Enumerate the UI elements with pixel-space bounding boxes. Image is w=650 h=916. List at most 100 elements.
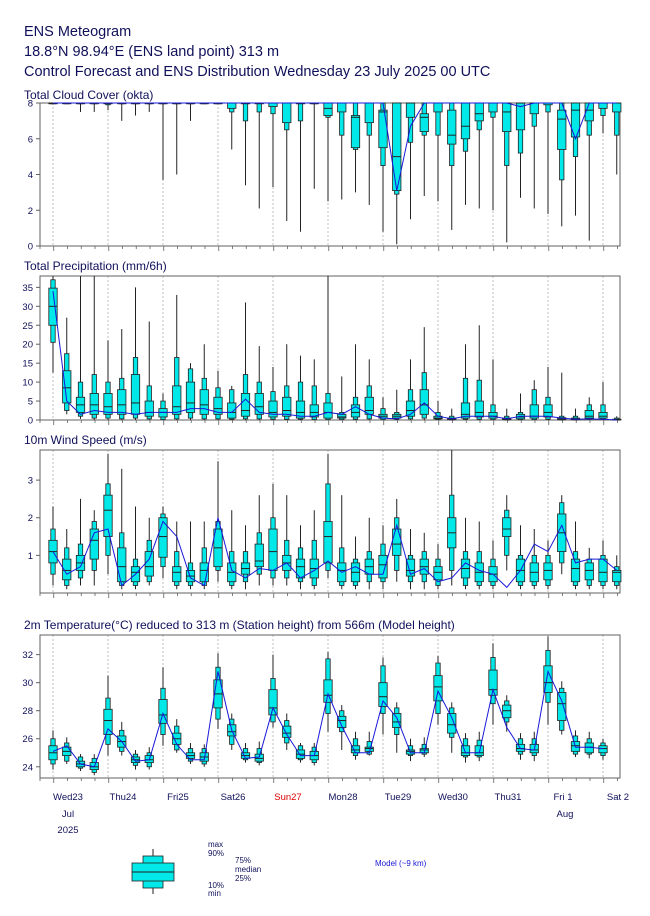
ens-box — [598, 738, 608, 760]
p25-p75-box — [488, 102, 498, 113]
ens-box — [543, 540, 553, 590]
panel-title: 2m Temperature(°C) reduced to 313 m (Sta… — [24, 618, 455, 632]
p25-p75-box — [502, 517, 512, 537]
y-tick-label: 0 — [28, 242, 33, 253]
y-tick-label: 2 — [28, 513, 33, 524]
p25-p75-box — [584, 562, 594, 581]
ens-box — [323, 651, 333, 732]
ens-box — [172, 102, 182, 175]
p25-p75-box — [103, 708, 113, 735]
p25-p75-box — [103, 393, 113, 415]
ens-box — [172, 521, 182, 590]
ens-box — [515, 525, 526, 590]
p25-p75-box — [447, 109, 457, 145]
ens-box — [612, 555, 622, 590]
legend-model-label: Model (~9 km) — [375, 859, 427, 868]
ens-box — [75, 102, 86, 112]
p25-p75-box — [598, 102, 608, 109]
p25-p75-box — [433, 675, 443, 702]
ens-box — [62, 529, 72, 590]
ens-box — [254, 495, 264, 586]
model-line — [52, 517, 618, 589]
legend-p75-label: 75% — [235, 856, 251, 865]
y-tick-label: 28 — [22, 706, 33, 717]
p25-p75-box — [158, 699, 168, 724]
month-label: Aug — [557, 809, 574, 820]
p25-p75-box — [433, 102, 443, 113]
ens-box — [89, 510, 99, 586]
panel-3: 10m Wind Speed (m/s) 1 2 3 — [24, 433, 622, 598]
day-label: Wed23 — [53, 792, 83, 803]
year-label: 2025 — [57, 825, 78, 836]
panel-title: Total Cloud Cover (okta) — [24, 88, 153, 102]
p25-p75-box — [295, 400, 306, 419]
legend-p25-label: 25% — [235, 874, 251, 883]
p25-p75-box — [117, 547, 127, 583]
ens-box — [447, 102, 457, 230]
y-tick-label: 20 — [22, 340, 33, 351]
p25-p75-box — [474, 745, 484, 756]
ens-box — [570, 408, 581, 421]
ens-box — [433, 544, 443, 590]
p25-p75-box — [117, 389, 127, 415]
ens-box — [144, 102, 154, 112]
p25-p75-box — [144, 400, 154, 417]
month-label: Jul — [62, 809, 74, 820]
y-tick-label: 30 — [22, 678, 33, 689]
p25-p75-box — [337, 413, 347, 419]
ens-box — [488, 540, 498, 590]
ens-box — [598, 540, 608, 590]
ens-box — [474, 731, 484, 762]
p25-p75-box — [543, 665, 553, 693]
ens-box — [364, 731, 374, 756]
p25-p75-box — [309, 404, 319, 418]
p25-p75-box — [172, 566, 182, 583]
day-label: Sun27 — [274, 792, 301, 803]
ens-box — [103, 453, 113, 575]
p25-p75-box — [268, 102, 278, 107]
p25-p75-box — [240, 393, 251, 417]
ens-box — [405, 529, 416, 590]
ens-box — [158, 506, 168, 578]
y-tick-label: 0 — [28, 416, 33, 427]
ens-box — [529, 380, 539, 421]
p25-p75-box — [529, 404, 539, 419]
ens-box — [350, 536, 361, 590]
ens-box — [543, 102, 553, 214]
ens-box — [295, 525, 306, 590]
p25-p75-box — [282, 102, 292, 124]
ens-box — [350, 731, 361, 760]
p25-p75-box — [392, 713, 402, 728]
y-tick-label: 5 — [28, 397, 33, 408]
ens-box — [337, 705, 347, 750]
ens-box — [295, 102, 306, 232]
ens-box — [447, 450, 457, 586]
ens-box — [392, 389, 402, 420]
p25-p75-box — [570, 558, 581, 583]
p25-p75-box — [598, 412, 608, 419]
ens-box — [460, 517, 471, 590]
ens-box — [460, 102, 471, 205]
p25-p75-box — [282, 725, 292, 738]
panel-title: Total Precipitation (mm/6h) — [24, 259, 167, 273]
ens-box — [103, 675, 113, 756]
p25-p75-box — [227, 102, 237, 109]
day-label: Wed30 — [438, 792, 468, 803]
p25-p75-box — [543, 562, 553, 581]
p25-p75-box — [364, 396, 374, 415]
p25-p75-box — [405, 400, 416, 417]
ens-box — [144, 321, 154, 420]
ens-box — [323, 102, 333, 202]
ens-box — [378, 525, 388, 590]
ens-box — [378, 657, 388, 735]
ens-box — [282, 102, 292, 221]
p10-p90-bar — [476, 379, 482, 420]
ens-box — [337, 102, 347, 200]
chart-title: ENS Meteogram — [24, 24, 131, 40]
p25-p75-box — [364, 746, 374, 752]
p25-p75-box — [62, 370, 72, 404]
ens-box — [89, 276, 99, 420]
p25-p75-box — [323, 102, 333, 116]
p25-p75-box — [254, 543, 264, 568]
ens-box — [75, 498, 86, 586]
